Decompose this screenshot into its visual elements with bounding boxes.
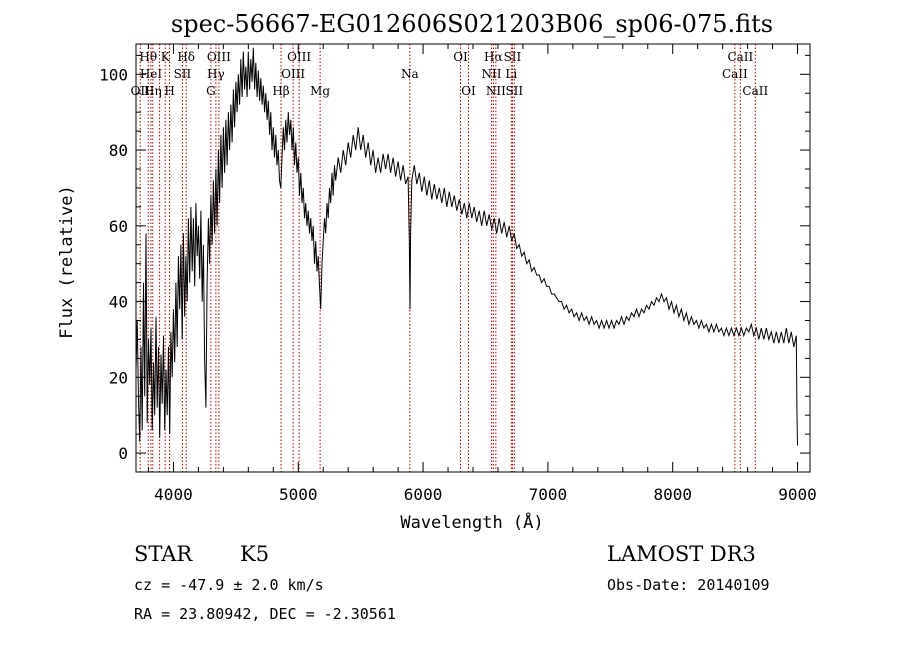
marker-label: OI: [461, 84, 476, 98]
marker-label: Hδ: [177, 50, 195, 64]
marker-label: Na: [401, 67, 419, 81]
x-axis-label: Wavelength (Å): [400, 511, 543, 533]
y-tick-label: 60: [109, 217, 128, 236]
y-tick-label: 100: [99, 65, 128, 84]
marker-label: G: [206, 84, 216, 98]
chart-title: spec-56667-EG012606S021203B06_sp06-075.f…: [171, 10, 773, 38]
x-tick-label: 5000: [279, 485, 318, 504]
marker-label: OII: [131, 84, 151, 98]
marker-label: CaII: [722, 67, 748, 81]
x-tick-label: 6000: [404, 485, 443, 504]
marker-label: OIII: [287, 50, 311, 64]
redshift-info: cz = -47.9 ± 2.0 km/s: [134, 576, 324, 594]
x-tick-label: 9000: [778, 485, 817, 504]
marker-label: HeI: [140, 67, 163, 81]
marker-label: SII: [505, 84, 523, 98]
obs-date: Obs-Date: 20140109: [607, 576, 770, 594]
spectrum-line: [135, 47, 798, 446]
x-axis-ticks: 4000 5000 6000 7000 8000 9000: [147, 44, 817, 504]
x-tick-label: 4000: [154, 485, 193, 504]
y-tick-label: 0: [118, 444, 128, 463]
marker-label: OIII: [207, 50, 231, 64]
object-class: STAR: [134, 542, 193, 566]
x-tick-label: 7000: [529, 485, 568, 504]
y-axis-ticks: 0 20 40 60 80 100: [99, 54, 810, 463]
marker-label: SII: [174, 67, 192, 81]
survey-name: LAMOST DR3: [607, 542, 756, 566]
line-markers: OIIHθHeIHηKHSIIHδGHγOIIIHβOIIIOIIIMgNaOI…: [131, 44, 768, 472]
y-tick-label: 20: [109, 368, 128, 387]
y-tick-label: 80: [109, 141, 128, 160]
y-tick-label: 40: [109, 293, 128, 312]
marker-label: NII: [486, 84, 506, 98]
marker-label: OI: [453, 50, 468, 64]
marker-label: Li: [505, 67, 517, 81]
x-tick-label: 8000: [653, 485, 692, 504]
subclass: K5: [240, 542, 269, 566]
marker-label: Hθ: [139, 50, 157, 64]
marker-label: Mg: [310, 84, 330, 98]
coordinates: RA = 23.80942, DEC = -2.30561: [134, 605, 396, 623]
spectrum-series: [135, 47, 798, 446]
y-axis-label: Flux (relative): [57, 185, 77, 339]
marker-label: H: [164, 84, 174, 98]
marker-label: CaII: [742, 84, 768, 98]
marker-label: Hβ: [272, 84, 289, 98]
marker-label: SII: [504, 50, 522, 64]
marker-label: OIII: [281, 67, 305, 81]
marker-label: Hα: [484, 50, 503, 64]
marker-label: Hη: [144, 84, 162, 98]
marker-label: CaII: [727, 50, 753, 64]
marker-label: NII: [481, 67, 501, 81]
marker-label: K: [161, 50, 171, 64]
marker-label: Hγ: [207, 67, 225, 81]
